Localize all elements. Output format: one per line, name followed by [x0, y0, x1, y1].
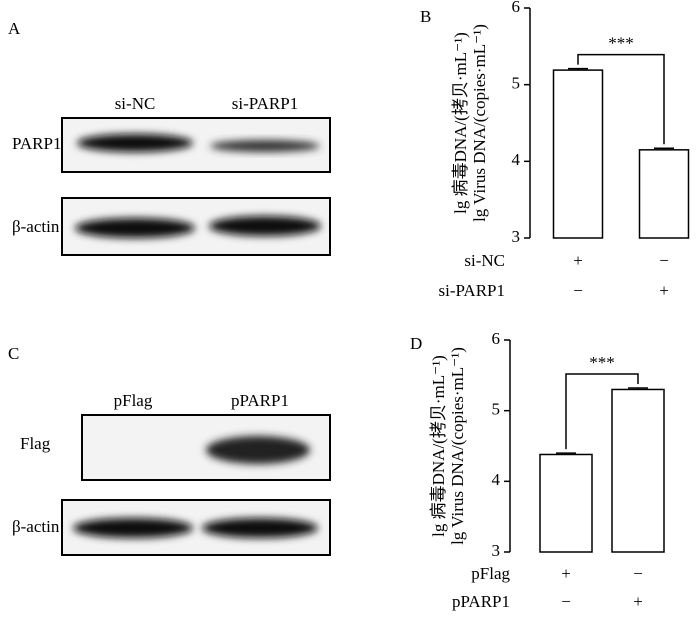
- bar: [539, 453, 593, 553]
- panel-label: C: [8, 344, 19, 363]
- error-bar: [628, 387, 648, 390]
- lane-label: pPARP1: [231, 391, 289, 410]
- y-tick-label: 5: [492, 400, 501, 419]
- significance-bracket: [565, 373, 639, 450]
- panel-label: D: [410, 334, 422, 353]
- condition-sign: +: [561, 564, 571, 583]
- band: [206, 436, 310, 464]
- condition-sign: +: [633, 592, 643, 611]
- y-axis-label: lg 病毒DNA/(拷贝·mL⁻¹): [429, 355, 448, 537]
- condition-name: pFlag: [471, 564, 510, 583]
- y-axis-label: lg Virus DNA/(copies·mL⁻¹): [470, 24, 489, 222]
- band: [75, 218, 195, 238]
- condition-sign: −: [561, 592, 571, 611]
- bar: [611, 388, 665, 553]
- band: [73, 518, 193, 538]
- condition-name: si-PARP1: [439, 281, 505, 300]
- lane-label: si-PARP1: [232, 94, 298, 113]
- row-label: β-actin: [12, 517, 60, 536]
- error-bar: [568, 67, 588, 71]
- band: [77, 134, 193, 152]
- y-tick-label: 6: [512, 0, 521, 16]
- error-bar: [654, 147, 674, 150]
- condition-sign: +: [573, 251, 583, 270]
- y-tick-label: 4: [512, 150, 521, 169]
- significance-bracket: [577, 53, 665, 145]
- panel-label: A: [8, 19, 21, 38]
- y-tick-label: 3: [512, 227, 521, 246]
- band: [209, 216, 321, 236]
- condition-name: pPARP1: [452, 592, 510, 611]
- row-label: β-actin: [12, 217, 60, 236]
- significance-label: ***: [608, 33, 634, 52]
- significance-label: ***: [589, 353, 615, 372]
- y-tick-label: 3: [492, 541, 501, 560]
- error-bar: [556, 452, 576, 455]
- band: [210, 140, 320, 152]
- y-tick-label: 5: [512, 74, 521, 93]
- condition-sign: −: [659, 251, 669, 270]
- bar: [552, 69, 604, 239]
- row-label: PARP1: [12, 134, 61, 153]
- panel-label: B: [420, 7, 431, 26]
- y-axis-label: lg Virus DNA/(copies·mL⁻¹): [448, 347, 467, 545]
- condition-sign: −: [633, 564, 643, 583]
- condition-sign: −: [573, 281, 583, 300]
- y-tick-label: 6: [492, 329, 501, 348]
- y-tick-label: 4: [492, 470, 501, 489]
- lane-label: si-NC: [115, 94, 156, 113]
- y-axis-label: lg 病毒DNA/(拷贝·mL⁻¹): [451, 32, 470, 214]
- lane-label: pFlag: [114, 391, 153, 410]
- condition-name: si-NC: [464, 251, 505, 270]
- bar: [638, 149, 690, 239]
- row-label: Flag: [20, 434, 51, 453]
- band: [202, 518, 318, 538]
- condition-sign: +: [659, 281, 669, 300]
